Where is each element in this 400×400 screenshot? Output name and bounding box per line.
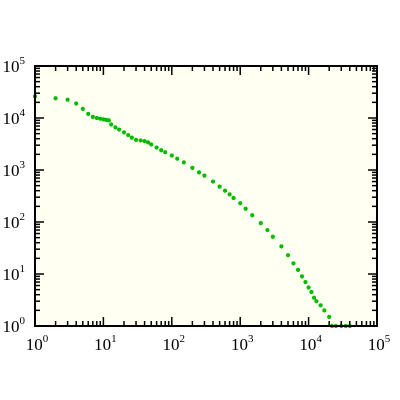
data-point xyxy=(217,184,222,189)
data-point xyxy=(121,130,127,135)
data-point xyxy=(145,140,151,145)
data-point xyxy=(142,138,147,144)
x-tick-label: 101 xyxy=(94,333,117,354)
data-point xyxy=(149,142,154,147)
data-point xyxy=(285,253,291,258)
data-point xyxy=(74,101,79,106)
plot-area xyxy=(35,66,377,326)
data-point xyxy=(314,299,319,304)
data-point xyxy=(175,156,180,161)
data-point xyxy=(113,125,118,130)
data-point xyxy=(243,206,248,211)
data-point xyxy=(222,188,228,193)
y-tick-label: 102 xyxy=(3,211,26,232)
data-point xyxy=(65,97,70,102)
data-point xyxy=(196,170,202,175)
data-point xyxy=(159,148,164,153)
x-tick-label: 105 xyxy=(368,333,391,354)
plot-frame xyxy=(34,65,378,327)
data-point xyxy=(90,114,95,119)
x-tick-label: 102 xyxy=(163,333,186,354)
data-point xyxy=(138,138,143,143)
data-point xyxy=(106,118,111,123)
data-point xyxy=(202,173,207,178)
data-point xyxy=(250,213,255,218)
data-point xyxy=(133,137,139,142)
data-point xyxy=(322,308,327,313)
data-point xyxy=(258,221,263,226)
y-tick-label: 100 xyxy=(3,315,26,336)
data-point xyxy=(231,195,236,201)
data-point xyxy=(80,106,85,111)
data-point xyxy=(109,122,114,127)
data-point xyxy=(117,127,122,132)
data-point xyxy=(270,234,275,239)
y-tick-label: 104 xyxy=(3,107,26,128)
data-point xyxy=(311,295,317,300)
data-point xyxy=(306,285,311,290)
data-point xyxy=(154,145,159,150)
data-point xyxy=(169,153,174,158)
data-point xyxy=(53,96,58,101)
data-point xyxy=(126,132,131,138)
data-point xyxy=(129,135,134,140)
data-point xyxy=(238,201,243,206)
data-point xyxy=(210,179,216,184)
x-tick-label: 104 xyxy=(299,333,322,354)
data-point xyxy=(291,261,296,266)
data-point xyxy=(318,303,323,308)
data-point xyxy=(163,150,168,155)
data-point xyxy=(295,267,301,272)
data-point xyxy=(265,227,270,233)
data-point xyxy=(303,279,308,285)
data-point xyxy=(94,115,99,121)
data-point xyxy=(327,314,332,319)
data-point xyxy=(190,165,195,170)
data-point xyxy=(279,244,284,249)
x-tick-label: 100 xyxy=(26,333,49,354)
y-tick-label: 101 xyxy=(3,263,26,284)
y-tick-label: 103 xyxy=(3,159,26,180)
x-tick-label: 103 xyxy=(231,333,254,354)
data-point xyxy=(309,289,314,295)
data-point xyxy=(299,274,305,279)
data-point xyxy=(181,160,186,165)
data-point xyxy=(86,111,91,116)
tick-labels: 100 101 102 103 104 105 100 101 102 103 104 105 xyxy=(3,55,391,354)
data-points xyxy=(32,94,352,329)
data-point xyxy=(227,192,232,197)
data-point xyxy=(98,116,103,121)
y-tick-label: 105 xyxy=(3,55,26,76)
